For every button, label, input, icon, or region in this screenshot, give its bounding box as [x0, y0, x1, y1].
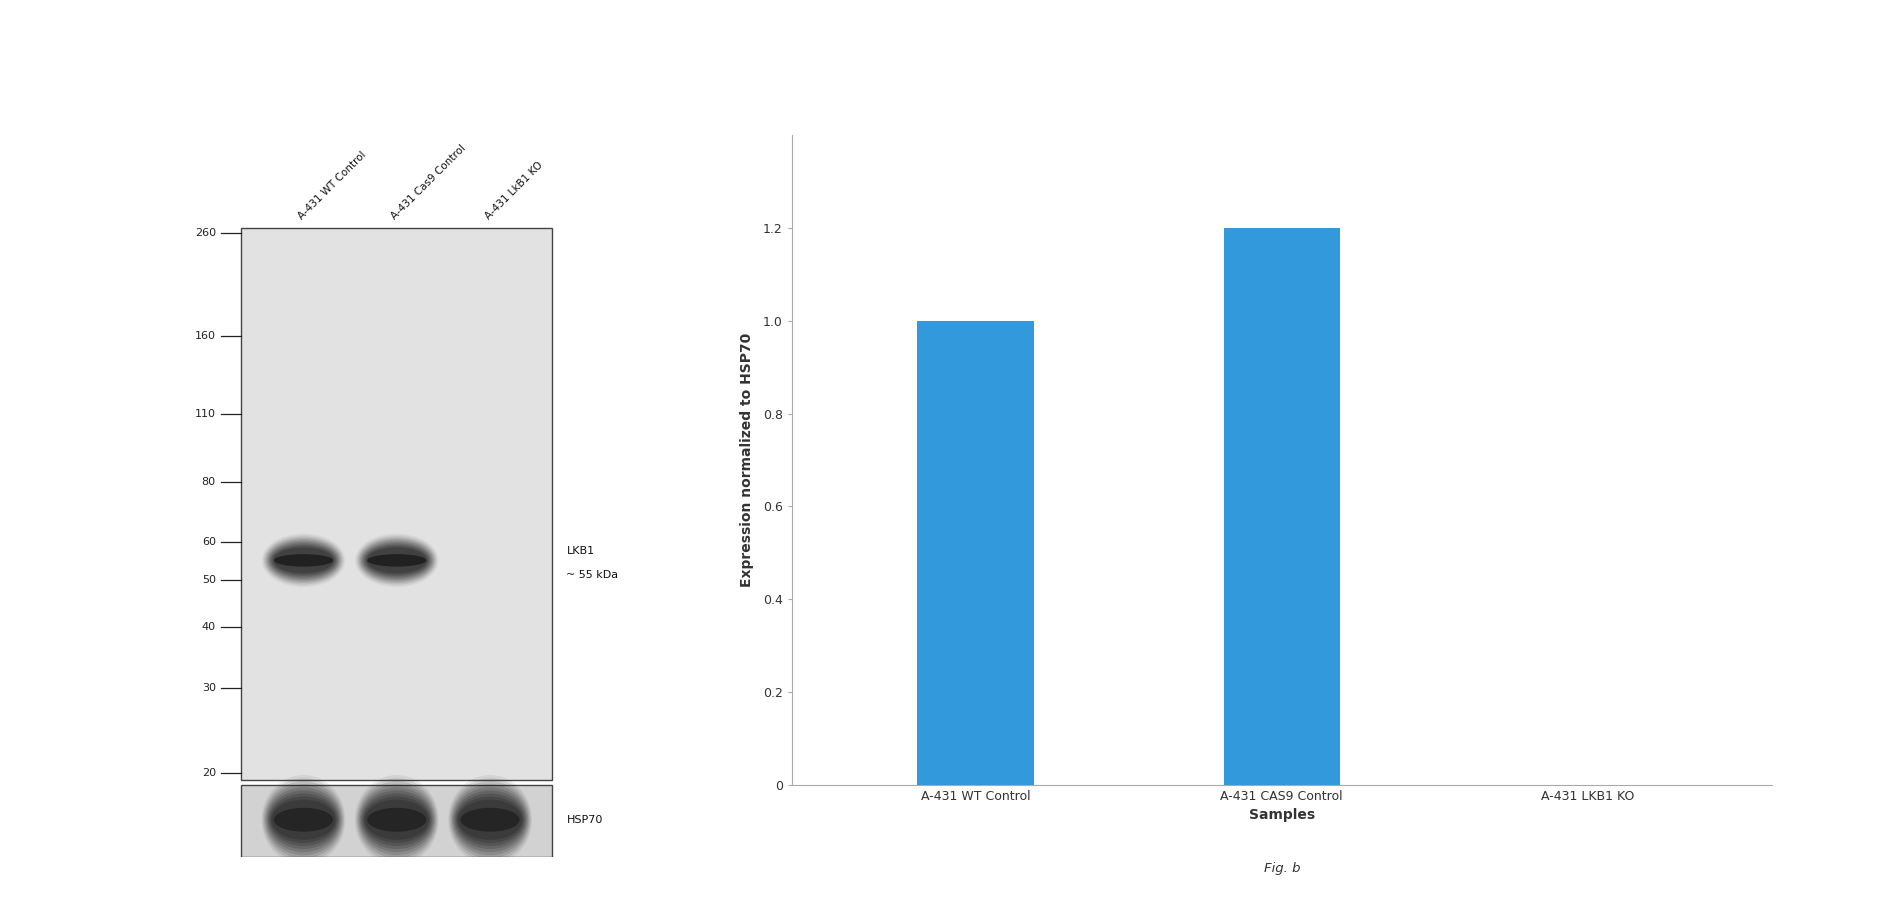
Ellipse shape	[266, 785, 341, 855]
Ellipse shape	[358, 538, 435, 583]
Text: ~ 55 kDa: ~ 55 kDa	[567, 570, 618, 580]
Ellipse shape	[273, 808, 334, 832]
Text: 40: 40	[202, 622, 215, 632]
Ellipse shape	[362, 542, 432, 579]
Ellipse shape	[456, 796, 524, 843]
Ellipse shape	[268, 790, 339, 849]
Ellipse shape	[262, 778, 345, 861]
Ellipse shape	[360, 540, 434, 580]
Ellipse shape	[264, 781, 343, 859]
Ellipse shape	[354, 775, 439, 864]
Bar	[241, 786, 552, 857]
Ellipse shape	[460, 808, 520, 832]
Text: A-431 Cas9 Control: A-431 Cas9 Control	[390, 143, 467, 221]
Ellipse shape	[358, 781, 435, 859]
X-axis label: Samples: Samples	[1248, 808, 1316, 822]
Ellipse shape	[262, 535, 345, 586]
Text: Fig. b: Fig. b	[1263, 862, 1301, 875]
Ellipse shape	[358, 785, 435, 855]
Ellipse shape	[271, 800, 336, 840]
Ellipse shape	[358, 536, 435, 584]
Ellipse shape	[266, 538, 341, 583]
Ellipse shape	[360, 787, 434, 852]
Ellipse shape	[266, 539, 341, 582]
Ellipse shape	[273, 548, 334, 573]
Ellipse shape	[452, 785, 528, 855]
Ellipse shape	[458, 800, 522, 840]
Text: 80: 80	[202, 476, 215, 486]
Ellipse shape	[451, 781, 530, 859]
Ellipse shape	[264, 536, 343, 584]
Bar	[918, 321, 1033, 785]
Text: 60: 60	[202, 537, 215, 547]
Ellipse shape	[364, 545, 430, 576]
Ellipse shape	[271, 545, 336, 576]
Ellipse shape	[270, 794, 337, 846]
Text: 30: 30	[202, 683, 215, 693]
Ellipse shape	[364, 543, 430, 577]
Text: A-431 LkB1 KO: A-431 LkB1 KO	[483, 160, 545, 221]
Y-axis label: Expression normalized to HSP70: Expression normalized to HSP70	[741, 333, 754, 587]
Ellipse shape	[273, 554, 334, 566]
Bar	[1223, 228, 1340, 785]
Text: LKB1: LKB1	[567, 546, 594, 556]
Ellipse shape	[366, 800, 428, 840]
Ellipse shape	[270, 796, 337, 843]
Ellipse shape	[273, 547, 334, 575]
Ellipse shape	[268, 540, 339, 580]
Text: 260: 260	[194, 228, 215, 238]
Ellipse shape	[270, 543, 337, 577]
Ellipse shape	[368, 554, 426, 566]
Ellipse shape	[449, 775, 532, 864]
Ellipse shape	[362, 790, 432, 849]
Ellipse shape	[262, 775, 345, 864]
Ellipse shape	[356, 535, 437, 586]
Ellipse shape	[364, 796, 430, 843]
Text: 20: 20	[202, 769, 215, 778]
Bar	[241, 227, 552, 779]
Ellipse shape	[368, 548, 426, 573]
Text: 160: 160	[194, 331, 215, 341]
Ellipse shape	[356, 778, 437, 861]
Text: 50: 50	[202, 575, 215, 585]
Ellipse shape	[366, 547, 428, 575]
Ellipse shape	[360, 539, 434, 582]
Ellipse shape	[449, 778, 532, 861]
Ellipse shape	[362, 794, 432, 846]
Ellipse shape	[454, 790, 526, 849]
Text: 110: 110	[194, 410, 215, 419]
Ellipse shape	[368, 808, 426, 832]
Ellipse shape	[452, 787, 528, 852]
Text: A-431 WT Control: A-431 WT Control	[296, 150, 368, 221]
Text: HSP70: HSP70	[567, 815, 603, 824]
Ellipse shape	[456, 794, 524, 846]
Ellipse shape	[270, 542, 337, 579]
Ellipse shape	[266, 787, 341, 852]
